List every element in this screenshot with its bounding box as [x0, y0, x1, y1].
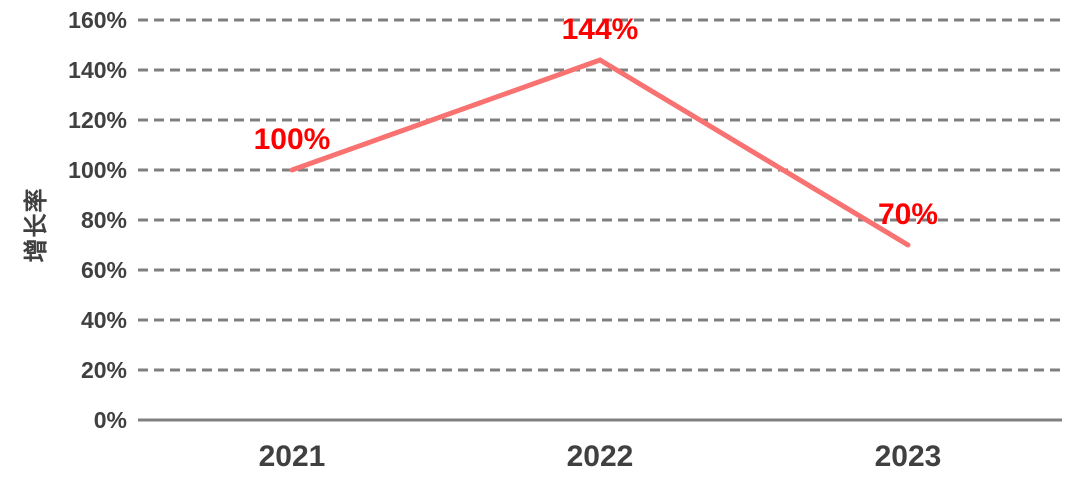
y-tick-label: 0% — [94, 407, 127, 433]
x-tick-label: 2023 — [875, 440, 942, 473]
y-tick-label: 80% — [81, 207, 127, 233]
x-tick-label: 2021 — [259, 440, 326, 473]
data-point-label: 70% — [878, 198, 938, 231]
data-line-series — [289, 57, 911, 248]
x-tick-label: 2022 — [567, 440, 634, 473]
data-point-label: 144% — [562, 13, 639, 46]
y-tick-label: 100% — [68, 157, 127, 183]
y-tick-label: 40% — [81, 307, 127, 333]
y-tick-label: 20% — [81, 357, 127, 383]
y-tick-label: 120% — [68, 107, 127, 133]
y-tick-label: 60% — [81, 257, 127, 283]
data-point-label: 100% — [254, 123, 331, 156]
y-tick-label: 160% — [68, 7, 127, 33]
y-tick-label: 140% — [68, 57, 127, 83]
